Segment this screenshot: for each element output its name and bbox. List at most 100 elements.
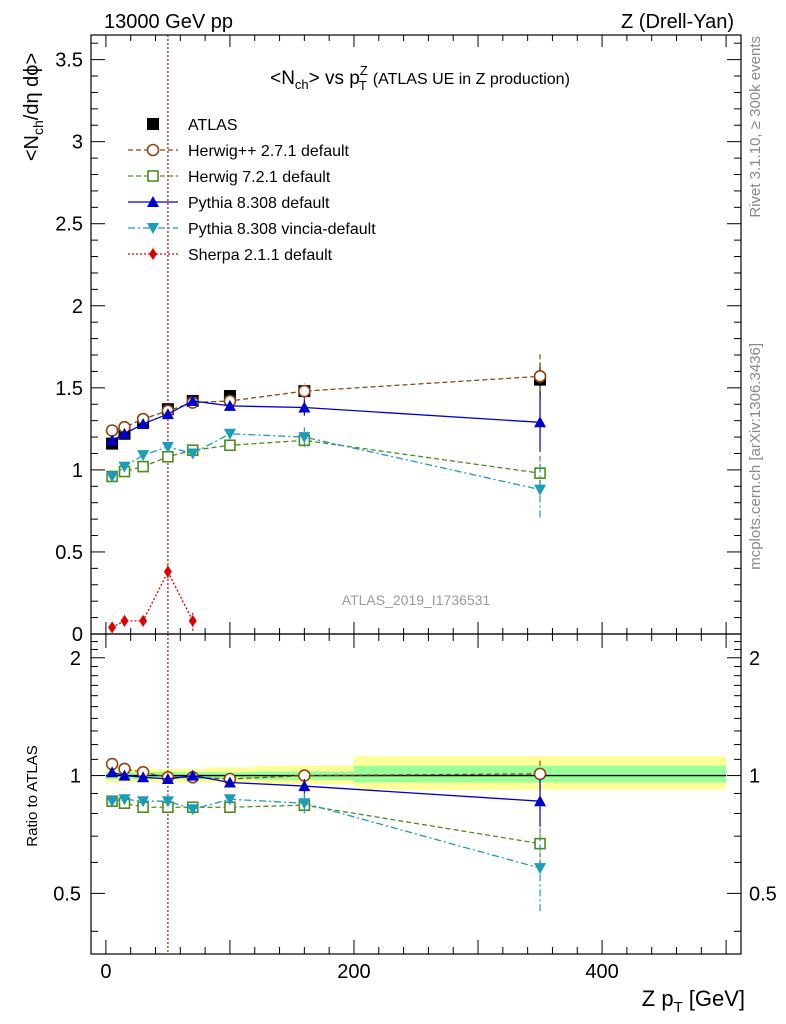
main-data-point: [298, 432, 311, 444]
ylabel-part-ch: ch: [30, 120, 46, 135]
ratio-ytick-label-right: 1: [749, 766, 760, 788]
ratio-panel-frame: 0.5 0.5 1 1 2 2 0 200 400: [53, 633, 777, 983]
main-series-line: [111, 439, 541, 478]
title-part-t: T: [359, 78, 367, 93]
title-part-suffix: (ATLAS UE in Z production): [373, 71, 570, 88]
main-data-point: [188, 614, 197, 627]
main-data-point: [298, 384, 311, 398]
legend-label: Herwig 7.2.1 default: [188, 169, 331, 186]
main-data-point: [223, 428, 236, 440]
main-data-point: [118, 461, 131, 473]
ratio-series-1: [106, 795, 546, 866]
main-data-point: [118, 427, 131, 439]
xtick-label: 200: [337, 961, 370, 983]
title-part-n: <N: [270, 68, 295, 89]
legend-label: Herwig++ 2.7.1 default: [188, 143, 350, 160]
legend-entry-1: Herwig++ 2.7.1 default: [128, 143, 350, 160]
main-series-line: [111, 375, 541, 432]
ratio-ytick-label-right: 2: [749, 648, 760, 670]
main-data-point: [139, 614, 148, 627]
ratio-data-point: [186, 769, 199, 781]
ratio-ytick-label: 2: [70, 648, 81, 670]
main-ytick-label: 3: [72, 132, 83, 154]
xtick-label: 400: [585, 961, 618, 983]
ratio-data-point: [137, 771, 150, 783]
ratio-data-point: [137, 796, 150, 808]
title-part-ch: ch: [295, 77, 309, 92]
ylabel-part-n: <N: [21, 135, 43, 161]
ylabel-part-rest: /dη dϕ>: [21, 53, 43, 120]
main-series-3: [106, 392, 547, 452]
main-data-point: [108, 621, 117, 634]
main-series-4: [106, 427, 547, 518]
main-ytick-label: 3.5: [55, 50, 83, 72]
main-data-point: [186, 448, 199, 460]
ratio-data-point: [298, 798, 311, 810]
ratio-data-point: [106, 796, 119, 808]
ratio-data-point: [534, 863, 547, 875]
legend-marker: [147, 196, 159, 207]
main-data-point: [163, 565, 172, 578]
legend-label: Sherpa 2.1.1 default: [188, 247, 333, 264]
main-ytick-label: 0: [72, 624, 83, 646]
ratio-series-0: [105, 757, 547, 790]
ratio-series-3: [106, 793, 547, 912]
analysis-id: ATLAS_2019_I1736531: [342, 592, 491, 608]
main-data-point: [223, 399, 236, 411]
legend-entry-0: ATLAS: [147, 117, 238, 134]
legend-marker: [146, 143, 160, 157]
ratio-data-point: [298, 780, 311, 792]
main-ytick-label: 1: [72, 460, 83, 482]
main-series-5: [108, 565, 197, 634]
main-series-line: [111, 433, 541, 491]
xlabel-part-t: T: [674, 999, 683, 1016]
main-data-point: [224, 439, 236, 452]
main-data-point: [106, 434, 119, 446]
legend-entry-5: Sherpa 2.1.1 default: [128, 247, 333, 264]
ratio-data-point: [118, 769, 131, 781]
ratio-data-point: [534, 795, 547, 807]
xlabel: Z pT [GeV]: [642, 986, 745, 1016]
ratio-frame-rect: [90, 633, 742, 955]
main-data-point: [534, 416, 547, 428]
legend-entry-2: Herwig 7.2.1 default: [128, 169, 331, 186]
legend: ATLAS Herwig++ 2.7.1 default Herwig 7.2.1 …: [128, 117, 376, 264]
header-left: 13000 GeV pp: [104, 11, 233, 33]
main-series-layer: [105, 35, 547, 634]
main-data-point: [534, 484, 547, 496]
mcplots-label: mcplots.cern.ch [arXiv:1306.3436]: [747, 343, 764, 570]
legend-label: Pythia 8.308 default: [188, 195, 330, 212]
ratio-series-layer: [105, 634, 547, 954]
main-ytick-label: 2.5: [55, 214, 83, 236]
rivet-label: Rivet 3.1.10, ≥ 300k events: [747, 36, 764, 218]
legend-marker: [147, 223, 159, 234]
ratio-data-point: [106, 766, 119, 778]
ratio-data-point: [223, 776, 236, 788]
main-ytick-label: 1.5: [55, 378, 83, 400]
main-data-point: [186, 394, 199, 406]
main-data-point: [161, 408, 174, 420]
ratio-panel-bands: [105, 756, 727, 790]
main-data-point: [161, 441, 174, 453]
main-data-point: [137, 460, 149, 473]
ratio-data-point: [161, 772, 174, 784]
main-data-point: [137, 450, 150, 462]
legend-entry-3: Pythia 8.308 default: [128, 195, 330, 212]
ratio-ytick-label-right: 0.5: [749, 883, 777, 905]
ratio-data-point: [118, 794, 131, 806]
main-ytick-label: 0.5: [55, 542, 83, 564]
ratio-data-point: [533, 767, 547, 781]
main-data-point: [533, 370, 547, 383]
main-data-point: [298, 401, 311, 413]
ratio-series-line: [111, 798, 541, 869]
xlabel-part-unit: [GeV]: [689, 986, 745, 1011]
main-title: <Nch> vs pZ T (ATLAS UE in Z production): [270, 63, 570, 93]
main-ytick-label: 2: [72, 296, 83, 318]
ratio-data-point: [161, 796, 174, 808]
legend-entry-4: Pythia 8.308 vincia-default: [128, 221, 376, 238]
main-data-point: [106, 471, 119, 483]
legend-label: ATLAS: [188, 117, 238, 134]
main-data-point: [162, 450, 174, 463]
ratio-ytick-label: 1: [70, 766, 81, 788]
